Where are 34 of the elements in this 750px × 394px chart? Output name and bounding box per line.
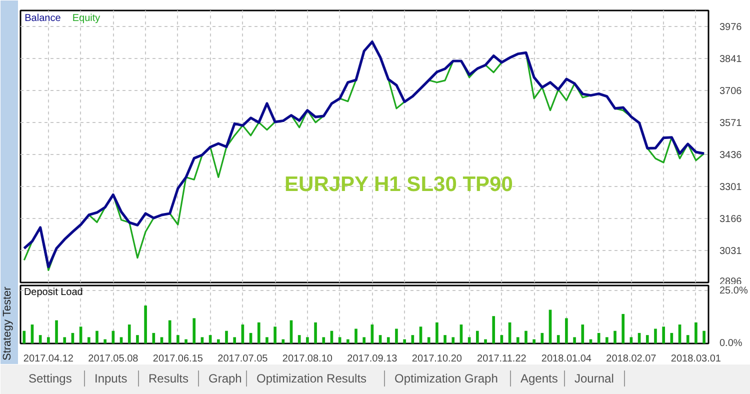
text: Optimization Results [256,372,367,386]
y-tick-label: 3976 [720,22,742,33]
text: Settings [28,372,72,386]
x-tick-label: 2018.01.04 [541,354,592,364]
text: Equity [72,13,100,24]
y-tick-label: 3571 [720,118,742,129]
y-tick-label: 3166 [720,214,742,225]
x-tick-label: 2018.03.01 [670,354,722,364]
x-tick-label: 2017.10.20 [412,354,462,364]
text: Balance [24,13,62,24]
y-tick-label: 3841 [720,54,742,65]
y-tick-label: 3031 [720,246,742,257]
y-tick-label: 3436 [720,150,742,161]
text: Strategy Tester [2,286,14,360]
text: Results [148,372,189,386]
annotation: EURJPY H1 SL30 TP90 [284,173,513,196]
y-tick-label: 25.0% [720,285,748,296]
x-tick-label: 2017.06.15 [152,354,204,364]
x-tick-label: 2017.07.05 [218,354,268,364]
text: Journal [574,372,614,386]
x-tick-label: 2017.05.08 [88,354,139,364]
x-tick-label: 2017.08.10 [282,354,333,364]
y-tick-label: 3706 [720,86,742,97]
x-tick-label: 2017.11.22 [477,354,527,364]
x-tick-label: 2017.09.13 [347,354,398,364]
text: Optimization Graph [394,372,498,386]
y-tick-label: 0.0% [720,338,742,349]
text: Graph [208,372,242,386]
text: Inputs [94,372,128,386]
y-tick-label: 3301 [720,182,742,193]
chart-title: Deposit Load [24,287,83,298]
text: Agents [520,372,558,386]
x-tick-label: 2018.02.07 [606,354,657,364]
x-tick-label: 2017.04.12 [23,354,74,364]
